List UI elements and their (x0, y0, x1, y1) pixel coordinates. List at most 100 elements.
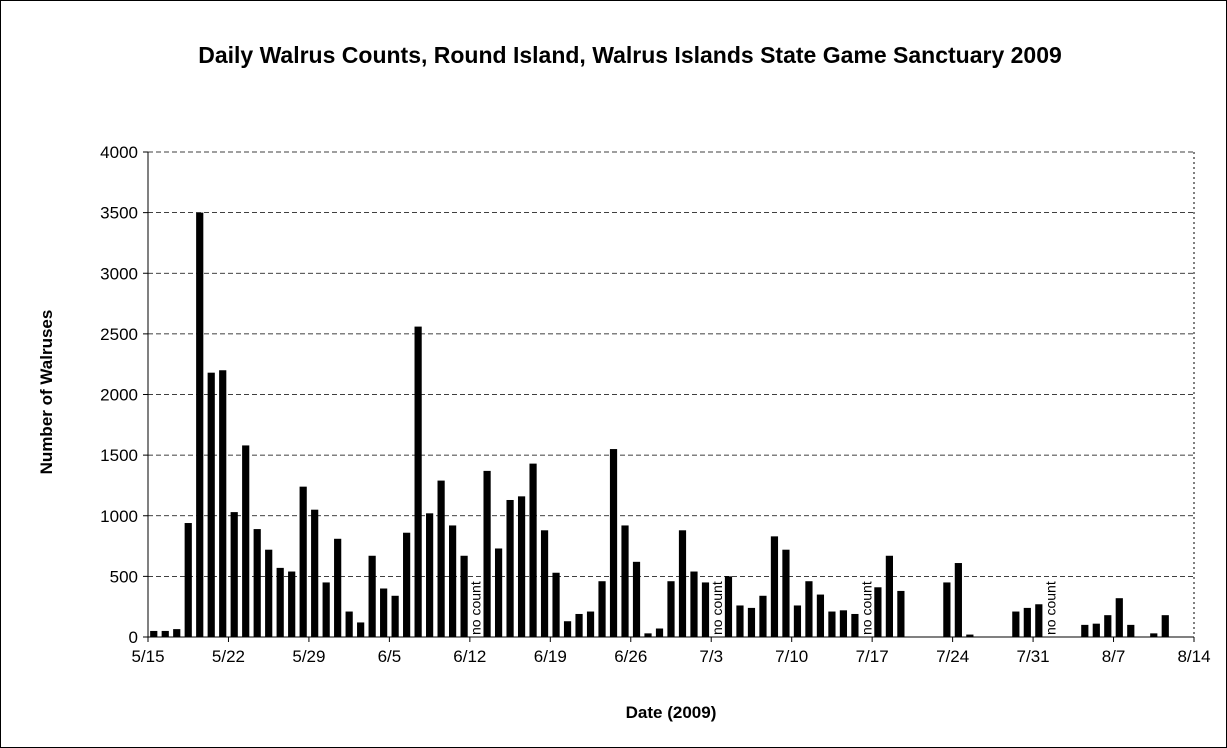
bar (1127, 624, 1135, 637)
bar (828, 611, 836, 637)
bar (150, 630, 158, 637)
bar (414, 326, 422, 637)
x-tick-label: 7/10 (775, 647, 808, 666)
bar (517, 496, 526, 637)
bar (874, 587, 882, 637)
y-tick-label: 4000 (100, 143, 138, 162)
bar (885, 555, 893, 637)
chart-title: Daily Walrus Counts, Round Island, Walru… (198, 42, 1062, 68)
bar (770, 536, 779, 637)
x-tick-label: 7/31 (1017, 647, 1050, 666)
y-tick-label: 1500 (100, 446, 138, 465)
bar (897, 590, 905, 637)
bar (655, 628, 664, 637)
bar (276, 567, 284, 637)
bar (644, 633, 652, 637)
y-tick-label: 500 (110, 567, 138, 586)
x-tick-label: 6/19 (534, 647, 567, 666)
bar (747, 607, 756, 637)
bar (196, 212, 204, 637)
x-tick-label: 6/26 (614, 647, 647, 666)
bar (380, 588, 388, 637)
bar (299, 486, 307, 637)
bar (506, 499, 514, 637)
bar (403, 532, 411, 637)
bar (563, 621, 572, 637)
bar (598, 581, 606, 637)
bar (736, 605, 744, 637)
bar (1081, 624, 1089, 637)
bar (230, 512, 238, 637)
bar (609, 449, 618, 637)
bar (816, 594, 825, 637)
x-axis-title: Date (2009) (626, 703, 717, 722)
bar (426, 513, 434, 637)
bar (839, 610, 848, 637)
bar (782, 549, 790, 637)
annotation: no count (858, 581, 874, 635)
bar (667, 581, 675, 637)
bar (1035, 604, 1043, 637)
bar (1104, 615, 1112, 637)
bar (311, 509, 319, 637)
annotation: no count (468, 581, 484, 635)
bar (161, 630, 169, 637)
bar (334, 538, 342, 637)
x-tick-label: 7/24 (936, 647, 969, 666)
bar (219, 370, 227, 637)
bar (943, 582, 951, 637)
bar (1012, 611, 1020, 637)
bar (575, 613, 583, 637)
bar (793, 605, 802, 637)
bar (586, 611, 595, 637)
x-tick-label: 6/5 (378, 647, 402, 666)
y-tick-label: 3500 (100, 204, 138, 223)
bar (391, 595, 399, 637)
annotation: no count (709, 581, 725, 635)
x-tick-label: 8/14 (1177, 647, 1210, 666)
x-tick-label: 8/7 (1102, 647, 1126, 666)
y-axis-title: Number of Walruses (37, 310, 56, 475)
bar (805, 581, 813, 637)
bar (851, 613, 859, 637)
bar (184, 523, 192, 637)
bar (678, 530, 687, 637)
bar (1023, 607, 1031, 637)
bar (621, 525, 629, 637)
y-tick-label: 2500 (100, 325, 138, 344)
x-tick-label: 7/3 (699, 647, 723, 666)
bar (1092, 623, 1100, 637)
bar (690, 571, 698, 637)
bar (701, 582, 710, 637)
bar (494, 548, 503, 637)
bar (207, 372, 215, 637)
bar (759, 595, 767, 637)
bar (529, 463, 537, 637)
bar (540, 530, 549, 637)
bar (632, 561, 641, 637)
bar (954, 563, 962, 637)
annotation: no count (1042, 581, 1058, 635)
bar (449, 525, 457, 637)
bar (288, 571, 296, 637)
bar (460, 555, 468, 637)
bar (173, 629, 181, 637)
bar (1115, 598, 1123, 637)
bar (552, 572, 560, 637)
y-tick-label: 0 (129, 628, 138, 647)
bar (322, 582, 330, 637)
bar (265, 549, 273, 637)
x-tick-label: 6/12 (453, 647, 486, 666)
y-tick-label: 2000 (100, 386, 138, 405)
bar (242, 445, 250, 637)
x-tick-label: 5/15 (131, 647, 164, 666)
x-tick-label: 7/17 (856, 647, 889, 666)
bar (1150, 633, 1158, 637)
bar (345, 611, 353, 637)
bar (1161, 615, 1169, 637)
y-axis-title-group: Number of Walruses (37, 310, 56, 475)
bar (357, 622, 365, 637)
y-tick-label: 3000 (100, 264, 138, 283)
bar (253, 529, 261, 637)
